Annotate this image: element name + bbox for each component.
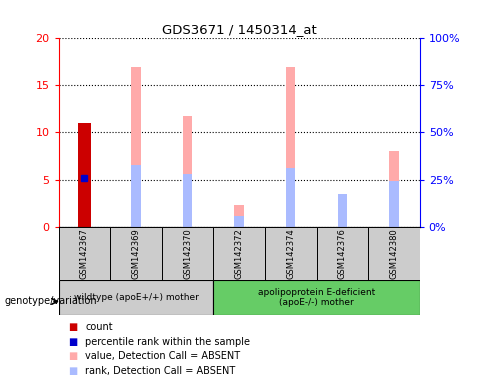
Bar (213, 280, 420, 315)
Text: wildtype (apoE+/+) mother: wildtype (apoE+/+) mother (74, 293, 199, 302)
Text: GSM142380: GSM142380 (389, 228, 398, 279)
Bar (78, 123, 91, 227)
Bar (286, 67, 295, 227)
Title: GDS3671 / 1450314_at: GDS3671 / 1450314_at (162, 23, 317, 36)
Bar (338, 194, 347, 227)
Bar (183, 174, 192, 227)
Text: ■: ■ (68, 366, 78, 376)
Text: ■: ■ (68, 351, 78, 361)
Text: rank, Detection Call = ABSENT: rank, Detection Call = ABSENT (85, 366, 236, 376)
Text: genotype/variation: genotype/variation (5, 296, 98, 306)
Text: GSM142374: GSM142374 (286, 228, 295, 279)
Bar (317, 227, 368, 280)
Bar (59, 280, 213, 315)
Bar (213, 227, 265, 280)
Bar (59, 227, 110, 280)
Bar (234, 205, 244, 227)
Text: GSM142372: GSM142372 (235, 228, 244, 279)
Text: GSM142376: GSM142376 (338, 228, 347, 279)
Text: count: count (85, 322, 113, 332)
Text: GSM142370: GSM142370 (183, 228, 192, 279)
Bar (265, 227, 317, 280)
Bar (131, 67, 141, 227)
Bar (162, 227, 213, 280)
Bar (234, 216, 244, 227)
Text: apolipoprotein E-deficient
(apoE-/-) mother: apolipoprotein E-deficient (apoE-/-) mot… (258, 288, 375, 307)
Bar (183, 116, 192, 227)
Bar (110, 227, 162, 280)
Text: GSM142367: GSM142367 (80, 228, 89, 279)
Bar (389, 181, 399, 227)
Bar (389, 151, 399, 227)
Text: ■: ■ (68, 322, 78, 332)
Text: ■: ■ (68, 337, 78, 347)
Bar (131, 166, 141, 227)
Text: percentile rank within the sample: percentile rank within the sample (85, 337, 250, 347)
Bar (286, 168, 295, 227)
Text: value, Detection Call = ABSENT: value, Detection Call = ABSENT (85, 351, 241, 361)
Bar (368, 227, 420, 280)
Text: GSM142369: GSM142369 (131, 228, 141, 279)
